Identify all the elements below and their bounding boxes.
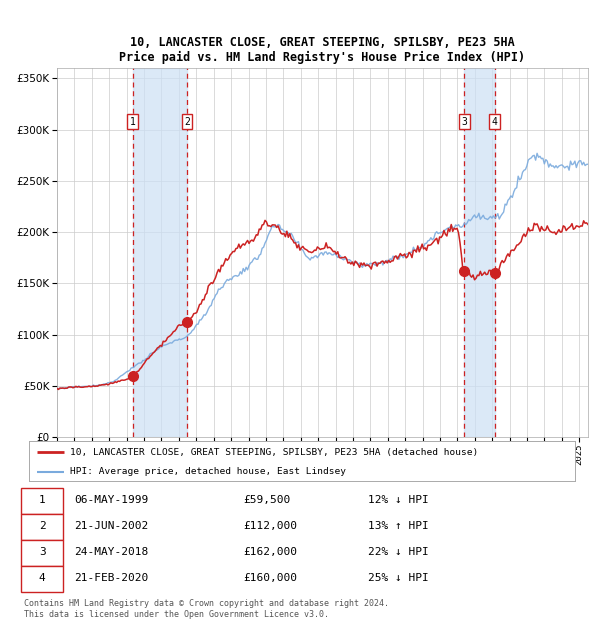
Text: 13% ↑ HPI: 13% ↑ HPI (368, 521, 428, 531)
FancyBboxPatch shape (21, 488, 63, 514)
FancyBboxPatch shape (21, 566, 63, 592)
Bar (133, 68, 187, 437)
Text: 4: 4 (491, 117, 497, 126)
Text: Contains HM Land Registry data © Crown copyright and database right 2024.
This d: Contains HM Land Registry data © Crown c… (24, 600, 389, 619)
Text: 3: 3 (39, 547, 46, 557)
Text: 1: 1 (39, 495, 46, 505)
Text: £59,500: £59,500 (244, 495, 291, 505)
Text: 25% ↓ HPI: 25% ↓ HPI (368, 573, 428, 583)
Text: £112,000: £112,000 (244, 521, 298, 531)
Text: 4: 4 (39, 573, 46, 583)
Text: 21-JUN-2002: 21-JUN-2002 (74, 521, 149, 531)
Text: 24-MAY-2018: 24-MAY-2018 (74, 547, 149, 557)
Text: 2: 2 (184, 117, 190, 126)
Text: 21-FEB-2020: 21-FEB-2020 (74, 573, 149, 583)
Bar (464, 68, 494, 437)
Text: 3: 3 (461, 117, 467, 126)
Text: £162,000: £162,000 (244, 547, 298, 557)
FancyBboxPatch shape (21, 540, 63, 566)
Text: 22% ↓ HPI: 22% ↓ HPI (368, 547, 428, 557)
Title: 10, LANCASTER CLOSE, GREAT STEEPING, SPILSBY, PE23 5HA
Price paid vs. HM Land Re: 10, LANCASTER CLOSE, GREAT STEEPING, SPI… (119, 36, 526, 64)
Text: 1: 1 (130, 117, 136, 126)
Text: £160,000: £160,000 (244, 573, 298, 583)
Text: 06-MAY-1999: 06-MAY-1999 (74, 495, 149, 505)
Text: HPI: Average price, detached house, East Lindsey: HPI: Average price, detached house, East… (70, 467, 346, 476)
Text: 10, LANCASTER CLOSE, GREAT STEEPING, SPILSBY, PE23 5HA (detached house): 10, LANCASTER CLOSE, GREAT STEEPING, SPI… (70, 448, 478, 457)
Text: 12% ↓ HPI: 12% ↓ HPI (368, 495, 428, 505)
FancyBboxPatch shape (21, 514, 63, 540)
Text: 2: 2 (39, 521, 46, 531)
